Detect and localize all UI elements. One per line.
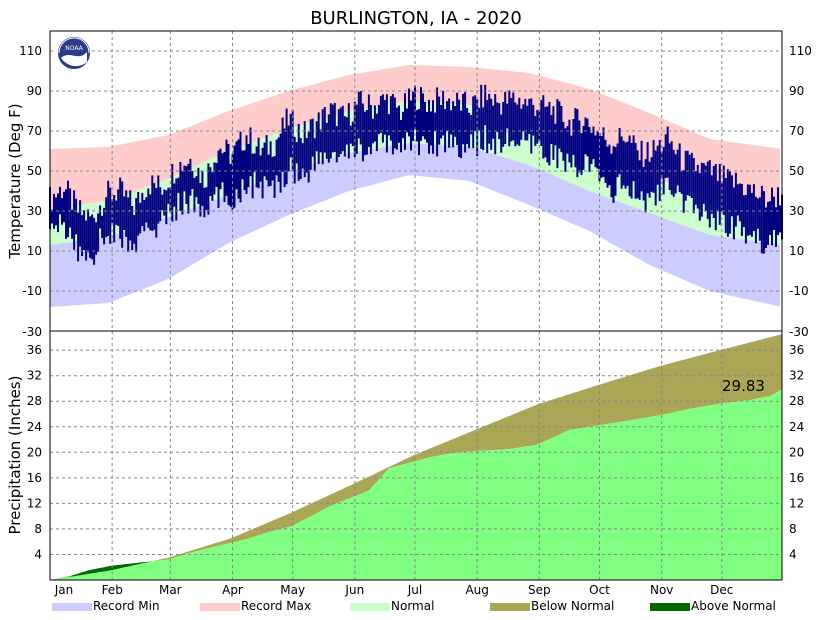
precipitation-tick-label: 20	[27, 445, 42, 459]
temperature-y-ticks-right: -10 10 30 50 70 90 110	[789, 44, 812, 298]
temperature-tick-label: 50	[27, 164, 42, 178]
precipitation-panel: 4 8 12 16 20 24 28 32 36 4 8 12 16 20 24 28 32 36 Precip…	[6, 331, 804, 580]
temperature-min-tick-left: -30	[22, 325, 42, 339]
observed-temperature	[49, 84, 783, 265]
record-max-band	[50, 65, 780, 209]
temperature-tick-label-right: 30	[789, 204, 804, 218]
observed-precip-area	[50, 389, 782, 580]
temperature-grid	[50, 31, 782, 331]
precipitation-tick-label: 32	[27, 369, 42, 383]
chart-frame	[49, 30, 783, 581]
temperature-tick-label: 70	[27, 124, 42, 138]
precipitation-tick-label-right: 4	[789, 547, 797, 561]
precipitation-tick-label-right: 20	[789, 445, 804, 459]
temperature-tick-label-right: 50	[789, 164, 804, 178]
month-label: Jan	[54, 583, 74, 597]
month-labels: Jan Feb Mar Apr May Jun Jul Aug Sep Oct Nov Dec	[54, 583, 734, 597]
precipitation-tick-label-right: 24	[789, 420, 804, 434]
noaa-logo: NOAA	[56, 35, 92, 71]
month-label: Jun	[344, 583, 364, 597]
temperature-y-ticks-left: -10 10 30 50 70 90 110	[19, 44, 42, 298]
temperature-min-tick-right: -30	[789, 325, 809, 339]
precipitation-tick-label-right: 16	[789, 471, 804, 485]
month-label: Apr	[222, 583, 243, 597]
temperature-tick-label-right: 10	[789, 244, 804, 258]
precipitation-tick-label-right: 28	[789, 394, 804, 408]
precipitation-tick-label: 36	[27, 343, 42, 357]
svg-text:NOAA: NOAA	[65, 45, 83, 52]
precipitation-areas	[50, 334, 782, 580]
precipitation-tick-label: 4	[34, 547, 42, 561]
legend-swatch	[350, 603, 390, 611]
temperature-tick-label: 90	[27, 84, 42, 98]
chart-title: BURLINGTON, IA - 2020	[310, 8, 522, 29]
precipitation-tick-label-right: 12	[789, 496, 804, 510]
temperature-tick-label-right: 90	[789, 84, 804, 98]
temperature-tick-label-right: 70	[789, 124, 804, 138]
temperature-tick-label: 30	[27, 204, 42, 218]
precipitation-tick-label-right: 32	[789, 369, 804, 383]
legend-swatch	[650, 603, 690, 611]
precipitation-grid	[50, 331, 782, 580]
temperature-tick-label-right: -10	[789, 284, 809, 298]
month-label: Aug	[465, 583, 488, 597]
below-normal-area	[50, 334, 782, 580]
legend: Record Min Record Max Normal Below Normal Ab…	[52, 599, 776, 613]
month-label: Jul	[407, 583, 422, 597]
legend-label: Above Normal	[691, 599, 776, 613]
month-label: Feb	[102, 583, 123, 597]
temperature-tick-label: -10	[22, 284, 42, 298]
precipitation-tick-label: 24	[27, 420, 42, 434]
precipitation-tick-label: 16	[27, 471, 42, 485]
legend-swatch	[52, 603, 92, 611]
legend-label: Normal	[391, 599, 434, 613]
temperature-tick-label-right: 110	[789, 44, 812, 58]
precipitation-tick-label: 12	[27, 496, 42, 510]
month-label: Dec	[710, 583, 733, 597]
precipitation-tick-label: 8	[34, 522, 42, 536]
legend-label: Below Normal	[531, 599, 614, 613]
temperature-tick-label: 110	[19, 44, 42, 58]
month-label: Mar	[159, 583, 182, 597]
precipitation-tick-label-right: 8	[789, 522, 797, 536]
precipitation-tick-label-right: 36	[789, 343, 804, 357]
legend-swatch	[490, 603, 530, 611]
precipitation-tick-label: 28	[27, 394, 42, 408]
month-label: May	[280, 583, 305, 597]
legend-label: Record Max	[241, 599, 311, 613]
precipitation-total-label: 29.83	[722, 377, 765, 395]
legend-label: Record Min	[93, 599, 160, 613]
month-label: Oct	[589, 583, 610, 597]
temperature-panel: -10 10 30 50 70 90 110 -10 10 30 50 70 90 110 Temper…	[6, 31, 812, 331]
month-label: Nov	[650, 583, 673, 597]
precipitation-y-label: Precipitation (Inches)	[6, 376, 24, 535]
month-label: Sep	[528, 583, 551, 597]
temperature-tick-label: 10	[27, 244, 42, 258]
precipitation-y-ticks-left: 4 8 12 16 20 24 28 32 36	[27, 343, 42, 561]
temperature-y-label: Temperature (Deg F)	[6, 103, 24, 259]
legend-swatch	[200, 603, 240, 611]
precipitation-y-ticks-right: 4 8 12 16 20 24 28 32 36	[789, 343, 804, 561]
